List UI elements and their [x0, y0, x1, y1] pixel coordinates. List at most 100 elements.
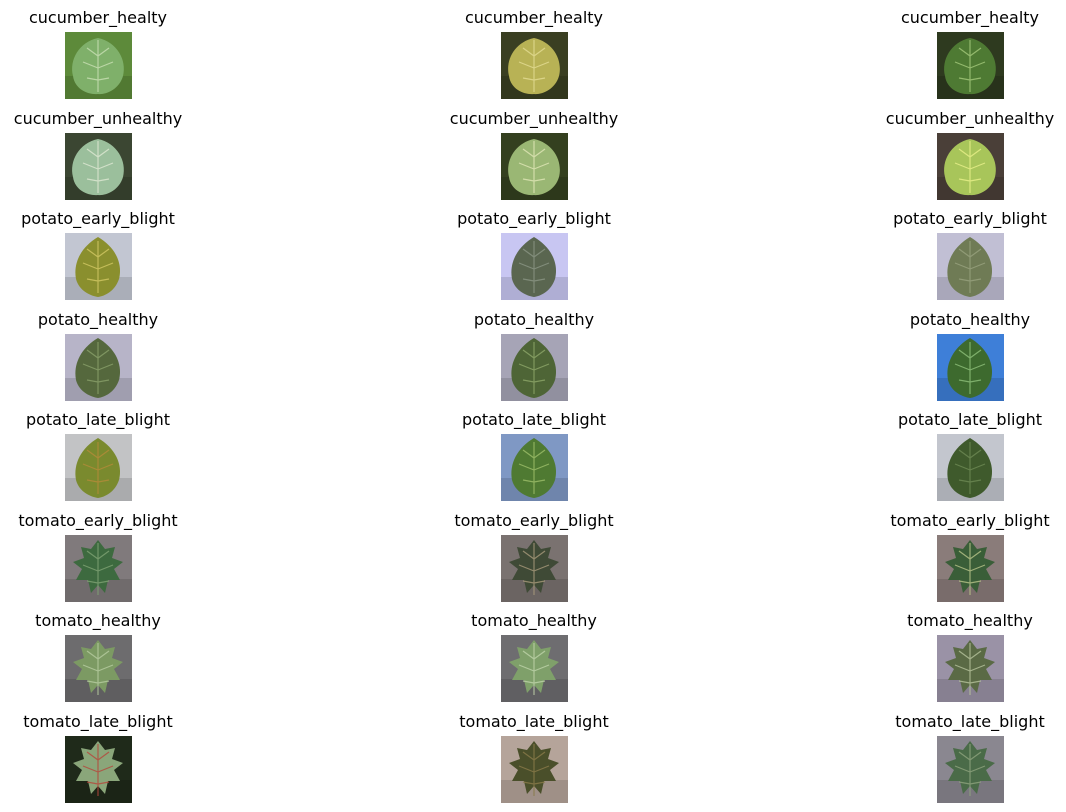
- grid-cell: tomato_late_blight: [0, 704, 208, 804]
- leaf-veins: [954, 542, 986, 595]
- grid-cell: potato_late_blight: [0, 402, 208, 502]
- image-title: tomato_early_blight: [454, 510, 614, 530]
- image-title: tomato_healthy: [471, 611, 597, 630]
- leaf-veins: [518, 241, 550, 293]
- leaf-photo: [501, 434, 568, 501]
- image-title: tomato_early_blight: [890, 510, 1050, 530]
- grid-cell: potato_healthy: [0, 302, 208, 402]
- image-title: potato_healthy: [473, 309, 595, 329]
- leaf-photo-image: [65, 333, 132, 401]
- leaf-veins: [518, 140, 550, 193]
- grid-cell: tomato_early_blight: [424, 503, 644, 603]
- leaf-photo: [501, 333, 568, 401]
- leaf-photo-image: [937, 233, 1004, 300]
- leaf-veins: [82, 442, 114, 494]
- leaf-photo: [65, 635, 132, 702]
- image-title: tomato_late_blight: [23, 711, 173, 731]
- leaf-photo-image: [65, 434, 132, 501]
- leaf-photo: [937, 333, 1004, 401]
- leaf-veins: [954, 40, 986, 92]
- image-title: potato_late_blight: [25, 410, 171, 429]
- grid-cell: tomato_healthy: [0, 603, 208, 703]
- leaf-photo: [501, 132, 568, 200]
- grid-cell: cucumber_healty: [860, 0, 1066, 100]
- grid-cell: cucumber_unhealthy: [860, 101, 1066, 201]
- leaf-photo: [937, 534, 1004, 602]
- leaf-photo: [65, 534, 132, 602]
- leaf-veins: [518, 442, 550, 494]
- image-title: cucumber_unhealthy: [13, 108, 183, 128]
- image-title: cucumber_healty: [900, 8, 1039, 27]
- grid-cell: potato_early_blight: [0, 201, 208, 301]
- leaf-photo: [501, 32, 568, 99]
- grid-cell: potato_early_blight: [860, 201, 1066, 301]
- leaf-photo: [501, 735, 568, 803]
- grid-cell: tomato_late_blight: [424, 704, 644, 804]
- leaf-photo-image: [501, 132, 568, 200]
- leaf-veins: [82, 140, 114, 193]
- grid-cell: tomato_healthy: [424, 603, 644, 703]
- leaf-veins: [82, 743, 114, 796]
- leaf-photo-image: [937, 333, 1004, 401]
- leaf-veins: [954, 341, 986, 394]
- leaf-veins: [954, 743, 986, 796]
- leaf-veins: [82, 40, 114, 92]
- image-title: potato_late_blight: [897, 410, 1043, 429]
- grid-cell: potato_late_blight: [424, 402, 644, 502]
- image-title: potato_early_blight: [893, 209, 1047, 228]
- image-title: potato_healthy: [37, 309, 159, 329]
- leaf-photo: [937, 635, 1004, 702]
- leaf-photo-image: [501, 534, 568, 602]
- leaf-photo-image: [501, 635, 568, 702]
- image-title: cucumber_healty: [464, 8, 603, 27]
- leaf-photo-image: [65, 132, 132, 200]
- grid-cell: cucumber_unhealthy: [0, 101, 208, 201]
- grid-cell: potato_early_blight: [424, 201, 644, 301]
- leaf-photo-image: [501, 32, 568, 99]
- leaf-photo-image: [65, 635, 132, 702]
- leaf-veins: [518, 743, 550, 796]
- leaf-photo-image: [937, 635, 1004, 702]
- leaf-photo-image: [937, 735, 1004, 803]
- leaf-photo: [937, 735, 1004, 803]
- image-title: potato_early_blight: [457, 209, 611, 228]
- image-title: cucumber_unhealthy: [449, 108, 619, 128]
- leaf-photo-image: [937, 434, 1004, 501]
- image-title: tomato_late_blight: [459, 711, 609, 731]
- leaf-photo: [501, 233, 568, 300]
- leaf-photo: [501, 534, 568, 602]
- image-title: potato_healthy: [909, 309, 1031, 329]
- image-title: potato_early_blight: [21, 209, 175, 228]
- leaf-veins: [518, 341, 550, 394]
- leaf-veins: [954, 241, 986, 293]
- leaf-photo-image: [65, 735, 132, 803]
- leaf-photo: [937, 434, 1004, 501]
- image-title: tomato_healthy: [35, 611, 161, 630]
- grid-cell: tomato_early_blight: [0, 503, 208, 603]
- grid-cell: cucumber_healty: [0, 0, 208, 100]
- leaf-photo-image: [501, 333, 568, 401]
- leaf-photo: [937, 32, 1004, 99]
- leaf-veins: [954, 442, 986, 494]
- leaf-veins: [518, 643, 550, 695]
- image-title: tomato_late_blight: [895, 711, 1045, 731]
- image-title: tomato_healthy: [907, 611, 1033, 630]
- grid-cell: cucumber_healty: [424, 0, 644, 100]
- grid-cell: cucumber_unhealthy: [424, 101, 644, 201]
- grid-cell: potato_healthy: [860, 302, 1066, 402]
- leaf-photo: [65, 333, 132, 401]
- leaf-photo-image: [65, 534, 132, 602]
- leaf-veins: [518, 40, 550, 92]
- leaf-photo-image: [501, 735, 568, 803]
- grid-cell: tomato_early_blight: [860, 503, 1066, 603]
- leaf-veins: [82, 241, 114, 293]
- grid-cell: potato_late_blight: [860, 402, 1066, 502]
- leaf-veins: [82, 341, 114, 394]
- leaf-veins: [82, 643, 114, 695]
- grid-cell: potato_healthy: [424, 302, 644, 402]
- leaf-photo-image: [65, 32, 132, 99]
- leaf-photo: [65, 132, 132, 200]
- leaf-photo: [65, 32, 132, 99]
- leaf-photo-image: [65, 233, 132, 300]
